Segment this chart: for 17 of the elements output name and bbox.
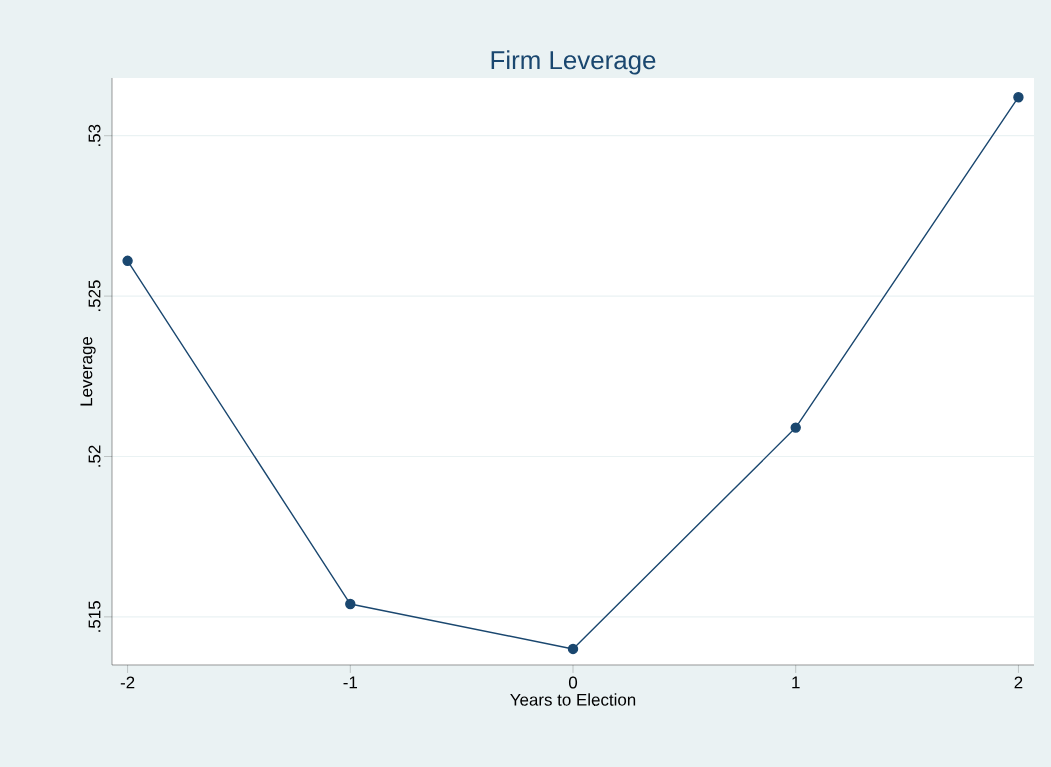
y-tick-label: .515 — [88, 601, 101, 632]
x-tick-label: 1 — [792, 676, 800, 689]
y-tick-label: .525 — [88, 280, 101, 312]
y-tick-label: .52 — [88, 445, 101, 467]
point — [567, 643, 579, 655]
x-axis-title: Years to Election — [510, 693, 636, 706]
chart-title: Firm Leverage — [491, 50, 656, 75]
point — [345, 598, 356, 610]
x-tick-label: 2 — [1014, 676, 1023, 689]
x-tick-label: 0 — [568, 676, 578, 689]
point — [790, 422, 801, 433]
y-tick-label: .53 — [88, 124, 101, 146]
x-tick-label: -1 — [343, 676, 358, 689]
x-tick-label: -2 — [120, 676, 135, 689]
point — [1013, 92, 1024, 103]
y-axis-title: Leverage — [80, 336, 96, 406]
point — [122, 255, 133, 267]
